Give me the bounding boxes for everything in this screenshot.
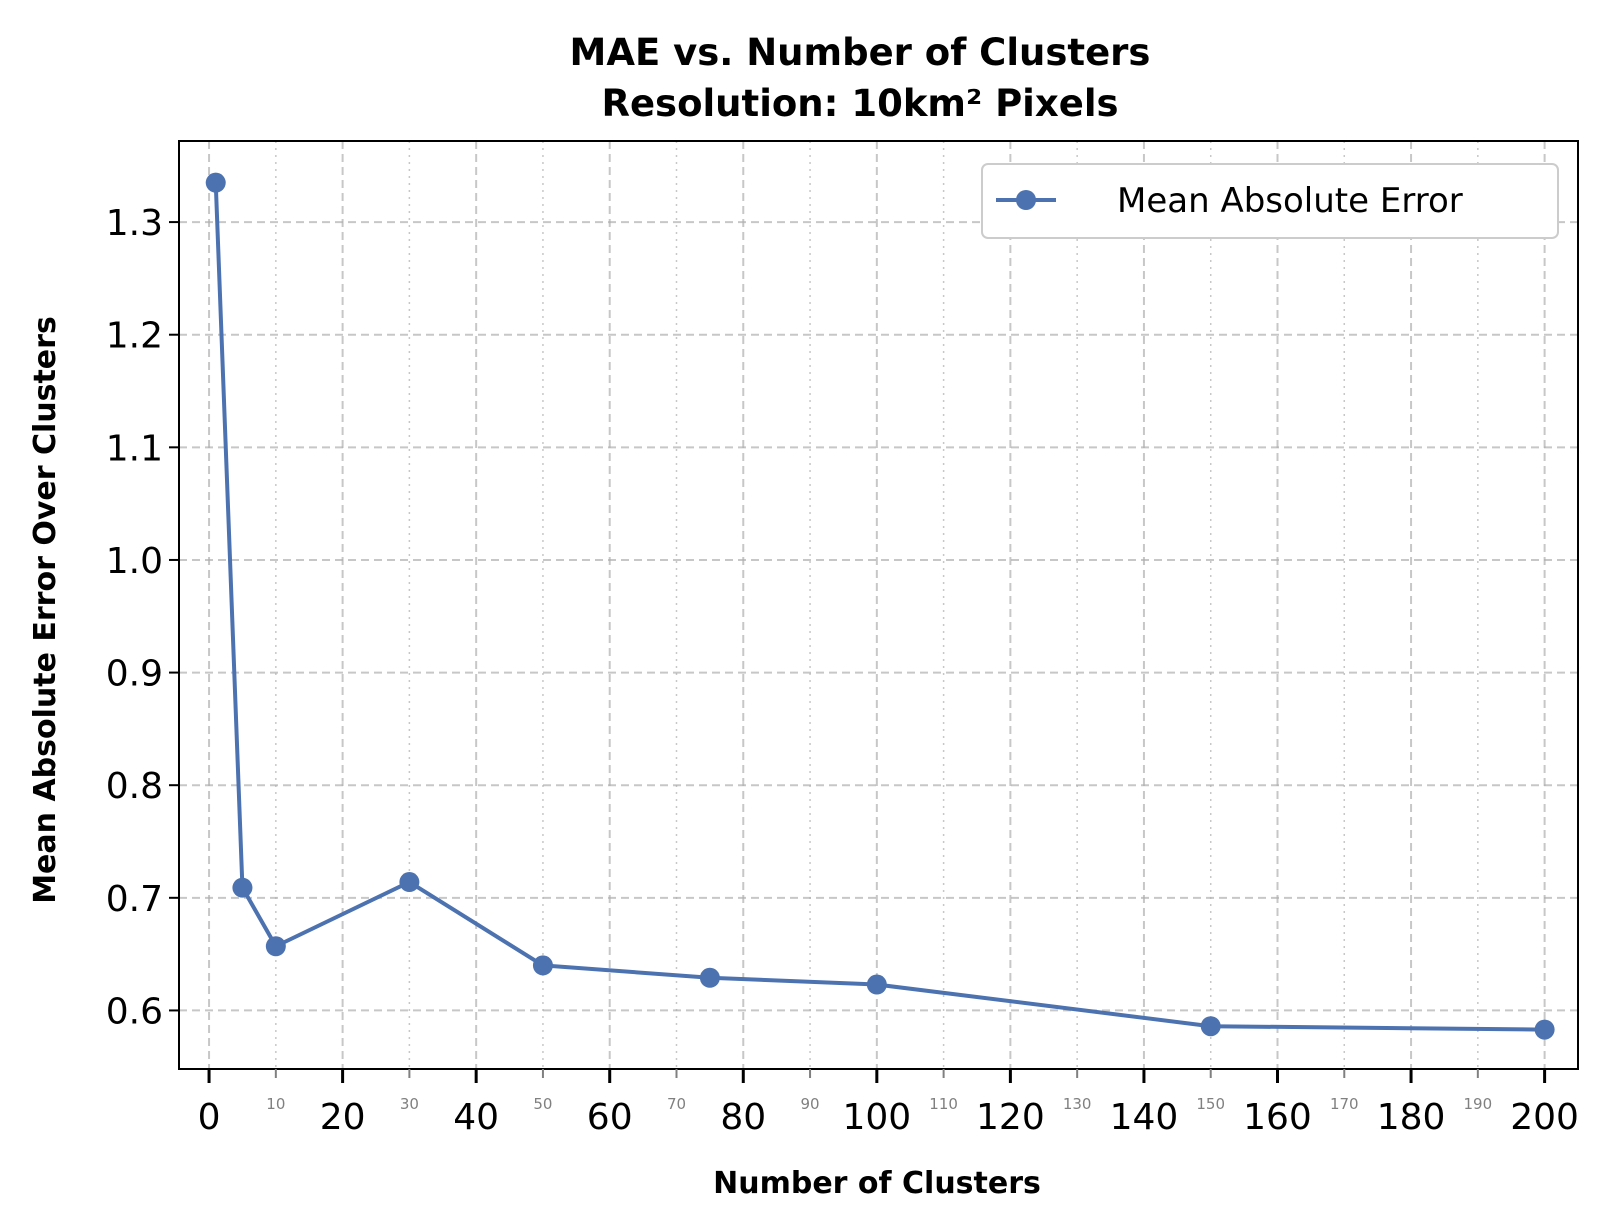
x-tick-label: 180 (1377, 1097, 1446, 1138)
y-tick-label: 0.6 (106, 991, 163, 1032)
x-tick-label: 200 (1510, 1097, 1579, 1138)
x-minor-tick-label: 150 (1196, 1095, 1225, 1113)
x-axis-label: Number of Clusters (713, 1166, 1041, 1201)
x-tick-label: 160 (1243, 1097, 1312, 1138)
data-point (1534, 1019, 1555, 1040)
data-point (399, 872, 420, 893)
plot-frame (178, 140, 1579, 1070)
x-minor-tick-label: 170 (1330, 1095, 1359, 1113)
x-tick-label: 20 (320, 1097, 366, 1138)
data-point (1200, 1016, 1221, 1037)
axes: 0 20 40 60 80 100 120 140 160 180 200 10 30 50 70 90 110… (106, 140, 1579, 1138)
x-tick-label: 120 (976, 1097, 1045, 1138)
x-tick-label: 40 (453, 1097, 499, 1138)
x-tick-label: 100 (842, 1097, 911, 1138)
x-tick-label: 140 (1110, 1097, 1179, 1138)
y-tick-label: 0.9 (106, 654, 163, 695)
data-point (532, 955, 553, 976)
legend-box (981, 163, 1559, 239)
chart-title: MAE vs. Number of Clusters (570, 31, 1151, 74)
x-minor-tick-label: 50 (533, 1095, 552, 1113)
y-tick-label: 1.0 (106, 541, 163, 582)
x-minor-tick-label: 190 (1464, 1095, 1493, 1113)
chart-subtitle: Resolution: 10km² Pixels (601, 82, 1118, 125)
x-minor-tick-label: 10 (266, 1095, 285, 1113)
legend: Mean Absolute Error (981, 163, 1559, 239)
y-tick-label: 1.2 (106, 316, 163, 357)
legend-label: Mean Absolute Error (1117, 181, 1463, 221)
x-minor-tick-label: 30 (400, 1095, 419, 1113)
x-minor-tick-label: 90 (801, 1095, 820, 1113)
y-tick-label: 1.1 (106, 428, 163, 469)
data-point (866, 974, 887, 995)
grid (179, 141, 1578, 1069)
x-tick-label: 80 (720, 1097, 766, 1138)
y-tick-label: 0.7 (106, 879, 163, 920)
y-tick-label: 0.8 (106, 766, 163, 807)
x-tick-label: 60 (587, 1097, 633, 1138)
y-tick-label: 1.3 (106, 203, 163, 244)
x-minor-tick-label: 130 (1063, 1095, 1092, 1113)
data-point (205, 172, 226, 193)
x-minor-tick-label: 70 (667, 1095, 686, 1113)
data-point (699, 967, 720, 988)
data-point (232, 877, 253, 898)
x-minor-tick-label: 110 (929, 1095, 958, 1113)
y-axis-label: Mean Absolute Error Over Clusters (28, 316, 63, 904)
legend-marker-swatch (1016, 190, 1036, 210)
series-layer (205, 172, 1555, 1040)
data-point (265, 936, 286, 957)
x-tick-label: 0 (198, 1097, 221, 1138)
